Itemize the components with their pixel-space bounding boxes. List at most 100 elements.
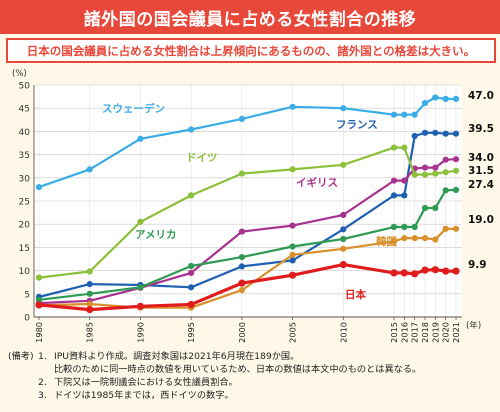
y-tick-label: 20 — [19, 221, 31, 231]
note-number: 2. — [38, 377, 47, 388]
series-point — [289, 103, 296, 110]
series-name-label: フランス — [336, 119, 378, 131]
series-point — [137, 135, 144, 142]
note-text: 比較のために同一時点の数値を用いているため、日本の数値は本文中のものとは異なる。 — [54, 364, 422, 375]
series-point — [421, 266, 429, 274]
x-tick-label: 2020 — [441, 322, 451, 343]
series-name-label: イギリス — [296, 176, 338, 189]
x-tick-label: 1985 — [85, 322, 95, 343]
series-point — [411, 171, 418, 178]
series-point — [339, 261, 347, 269]
series-point — [136, 302, 144, 310]
series-point — [238, 287, 245, 294]
series-point — [452, 186, 460, 193]
series-point — [86, 306, 94, 314]
series-point — [421, 204, 429, 212]
y-tick-label: 15 — [19, 244, 30, 254]
y-tick-label: 50 — [19, 82, 31, 92]
series-point — [452, 95, 460, 102]
series-point — [390, 223, 398, 231]
series-point — [401, 144, 408, 151]
note-number — [38, 363, 54, 376]
series-point — [442, 130, 449, 137]
series-point — [411, 132, 418, 140]
series-point — [401, 111, 408, 118]
page-subtitle: 日本の国会議員に占める女性割合は上昇傾向にあるものの、諸外国との格差は大きい。 — [6, 38, 496, 63]
series-point — [238, 228, 245, 235]
note-row: 比較のために同一時点の数値を用いているため、日本の数値は本文中のものとは異なる。 — [8, 363, 496, 376]
y-tick-label: 45 — [19, 105, 30, 115]
series-point — [340, 226, 347, 233]
series-point — [411, 223, 418, 231]
end-value-label: 39.5 — [468, 123, 494, 135]
series-point — [421, 164, 429, 171]
note-number: 1. — [38, 351, 47, 362]
series-point — [340, 211, 347, 218]
notes: (備考) 1. IPU資料より作成。調査対象国は2021年6月現在189か国。 … — [8, 350, 496, 402]
series-point — [411, 111, 418, 118]
y-tick-label: 10 — [19, 267, 31, 277]
series-point — [452, 167, 460, 174]
x-tick-label: 2010 — [338, 322, 348, 343]
series-point — [238, 115, 245, 122]
series-point — [35, 184, 43, 191]
end-value-label: 34.0 — [468, 152, 494, 164]
x-tick-label: 1990 — [135, 322, 145, 343]
series-point — [86, 281, 93, 288]
series-point — [442, 95, 449, 102]
series-point — [340, 245, 347, 252]
series-point — [289, 222, 296, 229]
series-point — [35, 301, 43, 309]
x-tick-label: 2017 — [410, 322, 420, 343]
series-point — [340, 161, 347, 168]
series-point — [340, 235, 347, 243]
y-tick-label: 0 — [24, 314, 30, 324]
series-point — [35, 296, 43, 303]
series-point — [188, 262, 195, 270]
series-point — [390, 238, 398, 245]
note-text: IPU資料より作成。調査対象国は2021年6月現在189か国。 — [54, 351, 300, 362]
series-point — [442, 225, 449, 232]
series-point — [238, 279, 246, 287]
x-tick-label: 2019 — [430, 322, 440, 343]
y-tick-label: 30 — [19, 174, 31, 184]
series-point — [238, 263, 245, 270]
series-point — [421, 171, 429, 178]
series-point — [452, 267, 460, 275]
series-point — [411, 235, 418, 242]
note-row: (備考) 1. IPU資料より作成。調査対象国は2021年6月現在189か国。 — [8, 350, 496, 363]
series-point — [432, 236, 439, 243]
y-tick-label: 40 — [19, 128, 31, 138]
series-point — [401, 192, 408, 199]
x-tick-label: 2000 — [237, 322, 247, 343]
series-point — [289, 251, 296, 258]
series-point — [442, 169, 449, 176]
series-point — [86, 300, 93, 308]
series-point — [452, 156, 460, 163]
y-tick-label: 5 — [24, 290, 30, 300]
x-tick-label: 1980 — [34, 322, 44, 343]
x-tick-label: 2021 — [451, 322, 461, 343]
series-point — [421, 235, 429, 242]
series-point — [188, 284, 195, 291]
series-point — [401, 235, 408, 242]
series-point — [432, 129, 439, 136]
series-point — [289, 243, 296, 250]
series-point — [421, 100, 429, 107]
series-point — [238, 254, 245, 261]
series-point — [188, 126, 195, 133]
series-point — [411, 270, 419, 278]
series-point — [137, 218, 144, 225]
note-row: 2. 下院又は一院制議会における女性議員割合。 — [8, 376, 496, 389]
series-point — [340, 105, 347, 112]
series-point — [432, 164, 439, 171]
series-point — [390, 177, 398, 184]
series-point — [401, 177, 408, 184]
note-row: 3. ドイツは1985年までは，西ドイツの数字。 — [8, 389, 496, 402]
series-point — [187, 300, 195, 309]
end-value-label: 31.5 — [468, 165, 494, 177]
end-value-label: 27.4 — [468, 179, 494, 191]
note-text: ドイツは1985年までは，西ドイツの数字。 — [54, 390, 234, 401]
series-point — [137, 284, 144, 291]
